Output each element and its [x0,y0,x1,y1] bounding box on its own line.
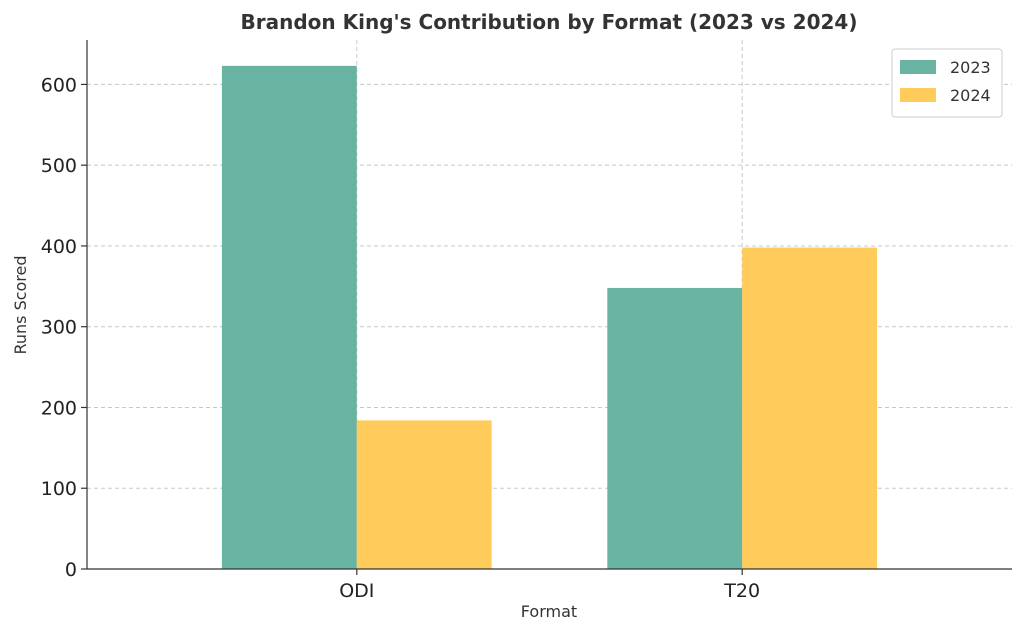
y-tick-label: 400 [41,236,77,258]
x-tick-label: T20 [723,580,760,602]
bars [221,65,878,570]
legend-label-2024: 2024 [950,86,991,105]
y-axis-ticks: 0 100 200 300 400 500 600 [41,74,87,581]
y-tick-label: 300 [41,317,77,339]
legend-swatch-2023 [900,60,936,74]
y-tick-label: 600 [41,74,77,96]
x-tick-label: ODI [339,580,374,602]
y-tick-label: 0 [65,559,77,581]
y-tick-label: 100 [41,478,77,500]
x-axis-ticks: ODI T20 [339,569,760,602]
x-axis-label: Format [521,602,577,621]
legend: 2023 2024 [891,48,1003,118]
y-axis-label: Runs Scored [11,255,30,354]
bar-2023-ODI [221,65,357,570]
legend-swatch-2024 [900,88,936,102]
y-tick-label: 200 [41,397,77,419]
bar-2024-ODI [356,420,492,569]
bar-2023-T20 [607,287,743,569]
bar-2024-T20 [742,247,878,569]
legend-label-2023: 2023 [950,58,991,77]
axes [86,40,1012,570]
y-tick-label: 500 [41,155,77,177]
chart-title: Brandon King's Contribution by Format (2… [241,10,858,34]
